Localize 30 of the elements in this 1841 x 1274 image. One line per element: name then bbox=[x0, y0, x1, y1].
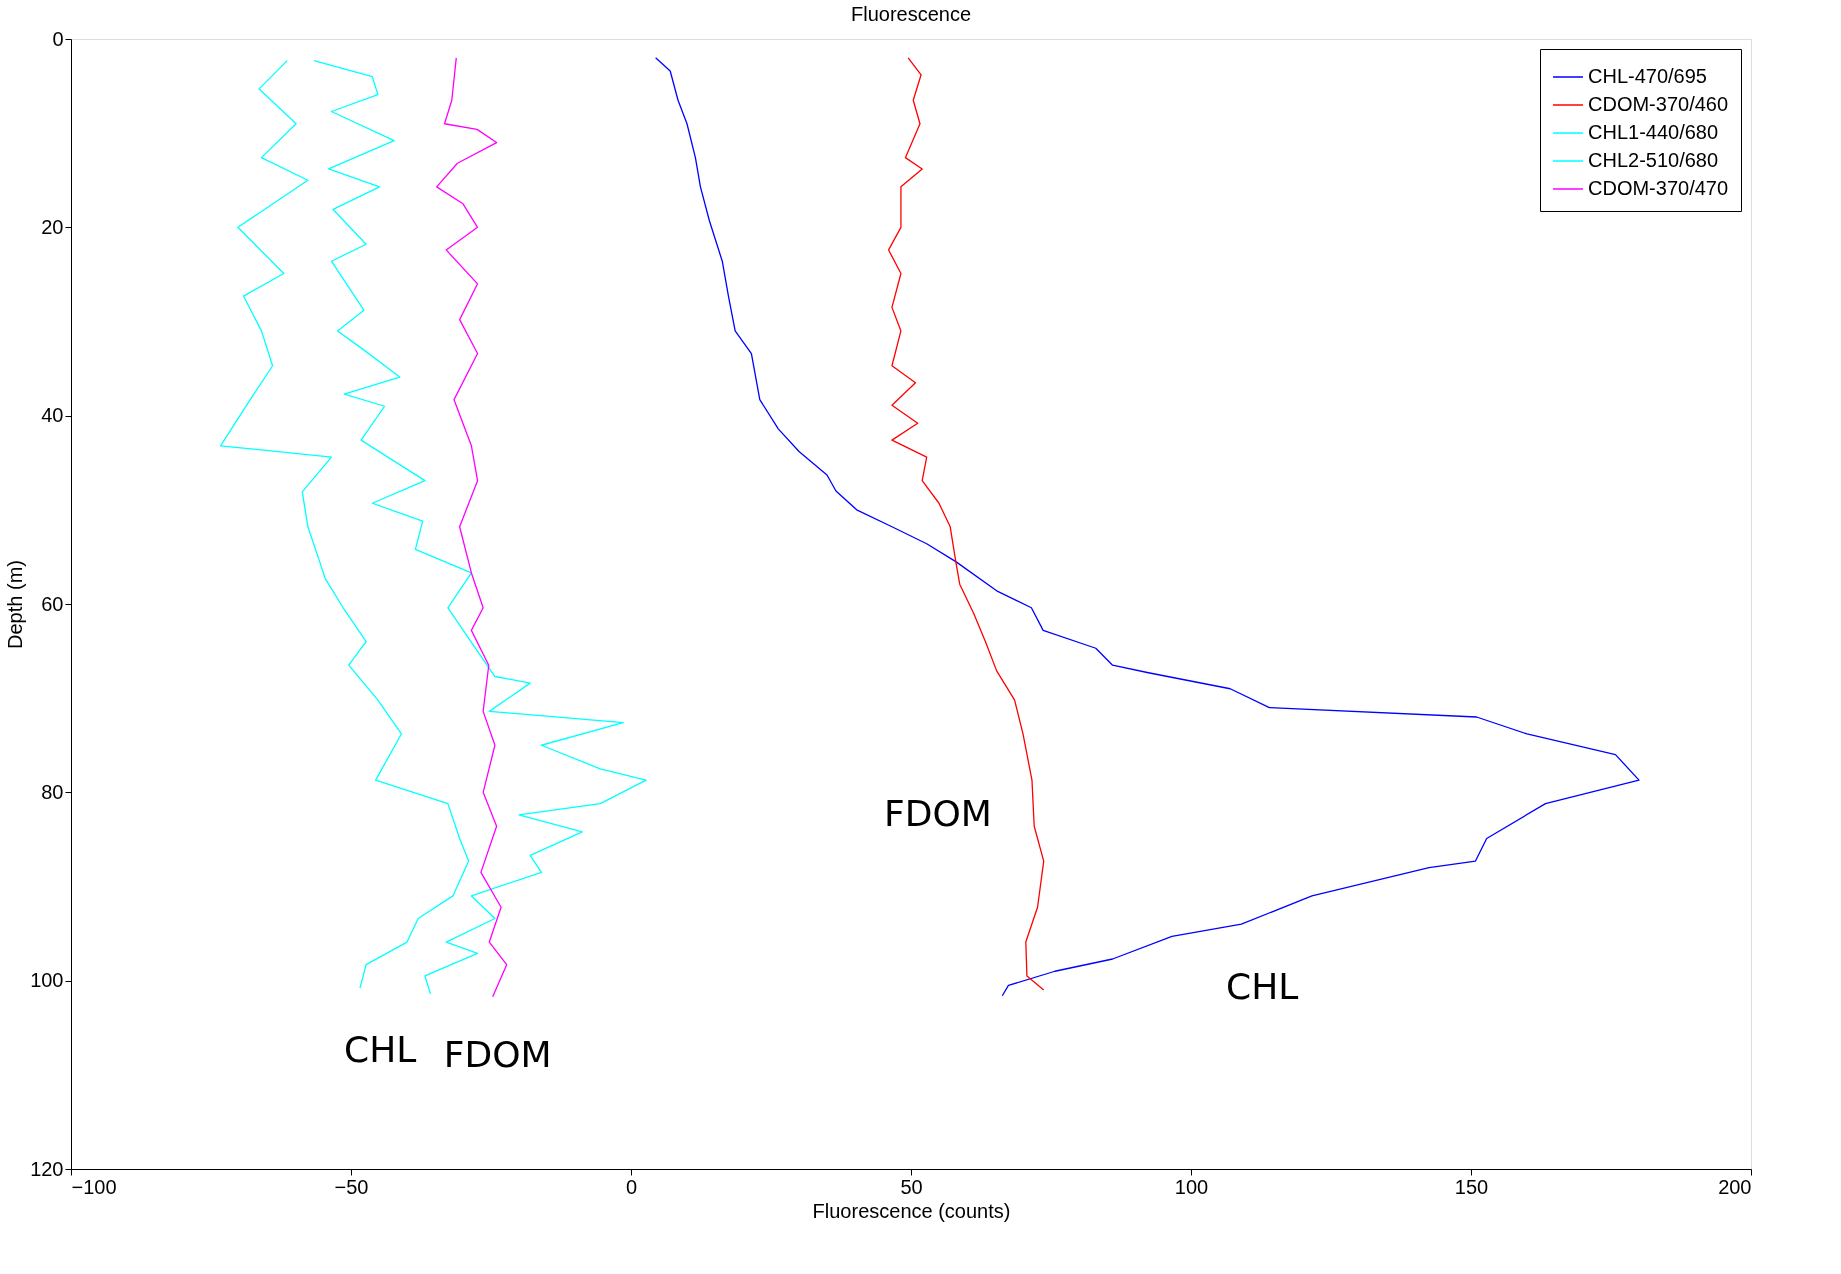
x-tick-label: 150 bbox=[1454, 1175, 1489, 1198]
y-tick-label: 80 bbox=[41, 780, 64, 803]
line-series bbox=[887, 57, 1045, 991]
legend-label: CDOM-370/470 bbox=[1588, 177, 1729, 199]
legend-label: CHL-470/695 bbox=[1588, 65, 1707, 87]
y-tick-label: 20 bbox=[41, 215, 64, 238]
annotation: CHL bbox=[343, 1029, 417, 1071]
y-tick-label: 40 bbox=[41, 404, 64, 427]
x-tick-label: −100 bbox=[71, 1175, 117, 1198]
line-series bbox=[436, 57, 508, 998]
x-tick-label: −50 bbox=[334, 1175, 369, 1198]
x-tick-label: 0 bbox=[625, 1175, 638, 1198]
x-tick-label: 200 bbox=[1718, 1175, 1752, 1198]
x-tick-label: 50 bbox=[900, 1175, 923, 1198]
line-series bbox=[219, 60, 470, 989]
y-tick-label: 100 bbox=[30, 969, 64, 992]
y-tick-label: 60 bbox=[41, 592, 64, 615]
y-tick-label: 120 bbox=[30, 1157, 64, 1180]
annotation: FDOM bbox=[883, 793, 992, 835]
y-tick-label: 0 bbox=[52, 27, 64, 50]
annotation: CHL bbox=[1225, 966, 1299, 1008]
x-axis-title: Fluorescence (counts) bbox=[812, 1199, 1011, 1222]
y-axis-title: Depth (m) bbox=[4, 560, 27, 649]
legend-label: CHL1-440/680 bbox=[1588, 121, 1719, 143]
legend-label: CHL2-510/680 bbox=[1588, 149, 1719, 171]
annotation: FDOM bbox=[443, 1034, 552, 1075]
legend-label: CDOM-370/460 bbox=[1588, 93, 1729, 115]
chart-title: Fluorescence bbox=[850, 3, 972, 25]
x-tick-label: 100 bbox=[1174, 1175, 1209, 1198]
line-series bbox=[313, 60, 647, 995]
